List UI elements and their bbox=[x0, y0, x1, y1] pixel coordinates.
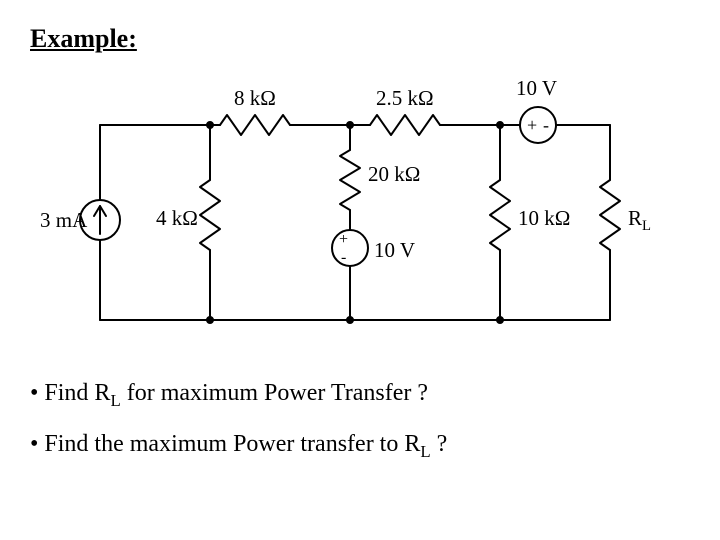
label-v-mid-plus: + bbox=[339, 232, 348, 248]
label-r-10k: 10 kΩ bbox=[518, 208, 570, 229]
label-v-top-minus: - bbox=[543, 116, 549, 134]
label-r-8k: 8 kΩ bbox=[234, 88, 276, 109]
label-r-4k: 4 kΩ bbox=[156, 208, 198, 229]
label-i-source: 3 mA bbox=[40, 210, 87, 231]
label-r-20k: 20 kΩ bbox=[368, 164, 420, 185]
label-v-top-plus: + bbox=[527, 116, 537, 134]
label-v-mid: 10 V bbox=[374, 240, 415, 261]
label-r-load: RL bbox=[628, 208, 651, 234]
label-v-mid-minus: - bbox=[341, 250, 346, 266]
circuit-diagram: 8 kΩ 2.5 kΩ 10 V + - 3 mA 4 kΩ 20 kΩ + -… bbox=[30, 60, 690, 360]
question-1: • Find RL for maximum Power Transfer ? bbox=[30, 380, 690, 411]
label-r-2_5k: 2.5 kΩ bbox=[376, 88, 434, 109]
example-heading: Example: bbox=[30, 24, 690, 54]
label-v-top: 10 V bbox=[516, 78, 557, 99]
question-2: • Find the maximum Power transfer to RL … bbox=[30, 431, 690, 462]
